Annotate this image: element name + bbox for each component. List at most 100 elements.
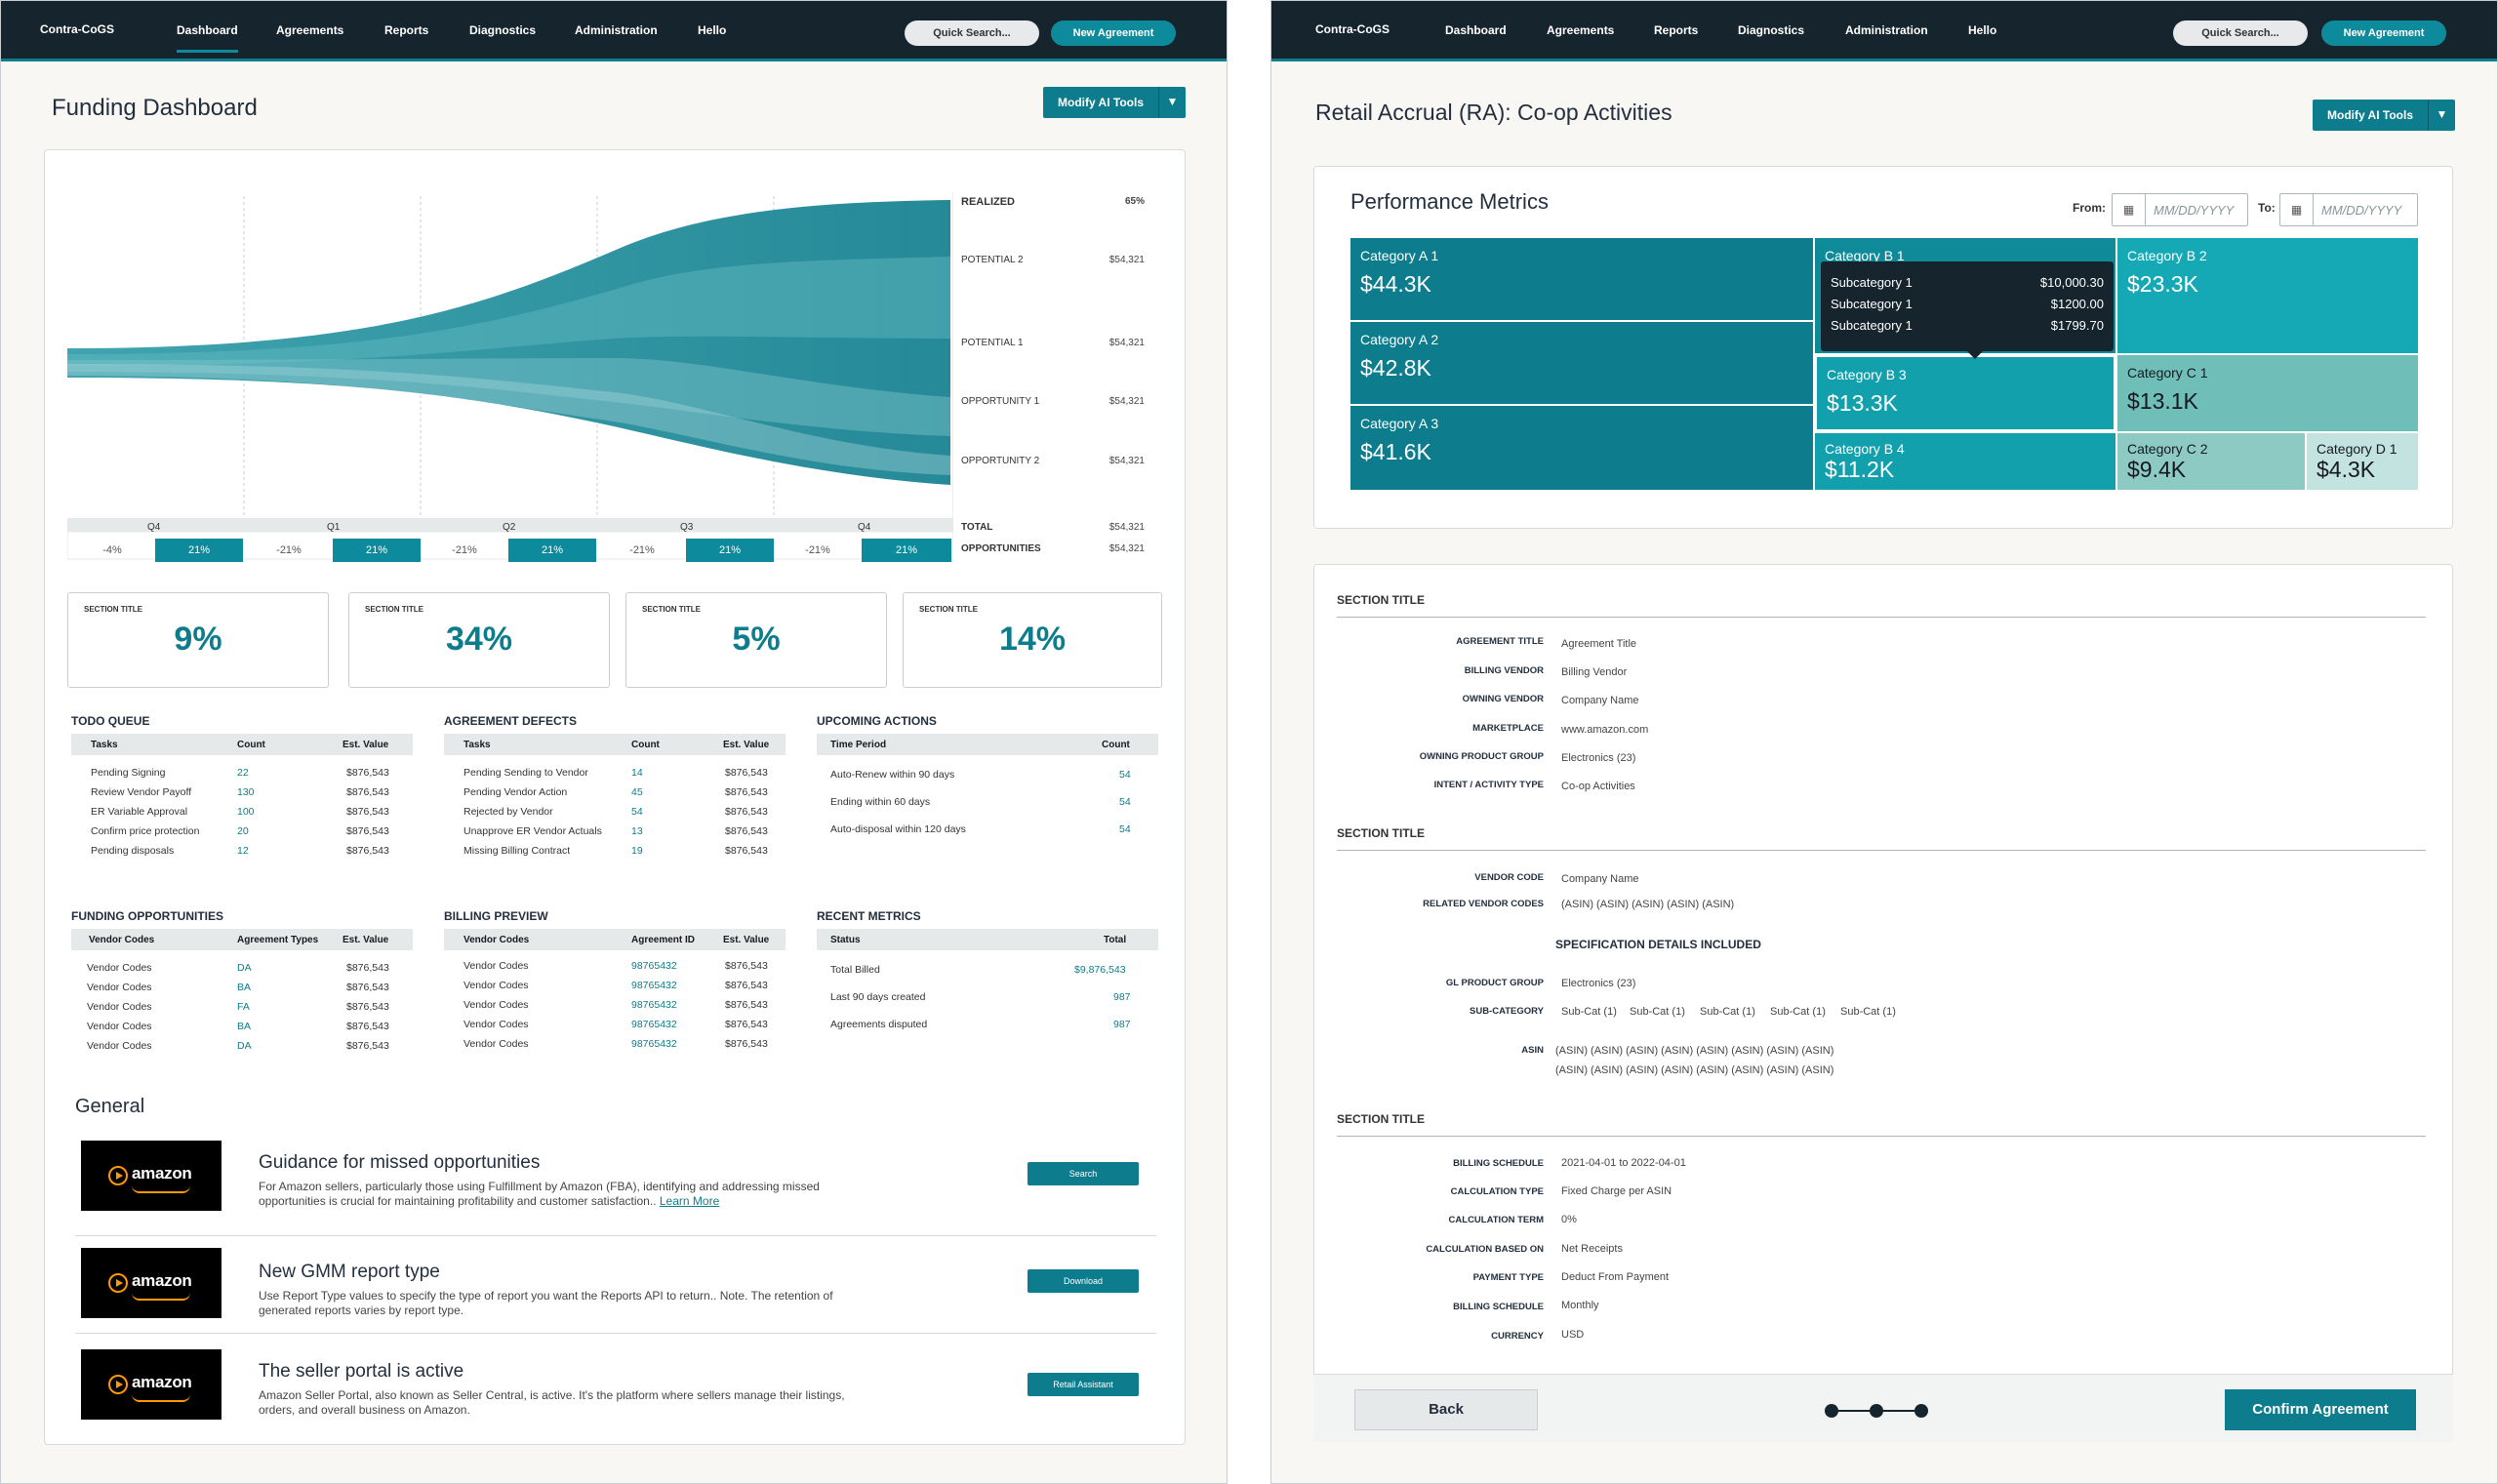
chevron-down-icon[interactable]: ▼ <box>2428 100 2455 131</box>
cell-count-link[interactable]: 20 <box>237 825 249 837</box>
nav-dashboard[interactable]: Dashboard <box>177 23 238 53</box>
nav-agreements[interactable]: Agreements <box>1547 23 1615 37</box>
treemap-tile-category-b4[interactable]: Category B 4 $11.2K <box>1815 433 2115 490</box>
cell-type-link[interactable]: DA <box>237 962 252 974</box>
treemap-tile-category-b3[interactable]: Category B 3 $13.3K <box>1815 355 2115 431</box>
cell-count-link[interactable]: 54 <box>1119 769 1131 781</box>
cell-agreement-link[interactable]: 98765432 <box>631 999 677 1011</box>
brand-logo[interactable]: Contra-CoGS <box>40 22 114 36</box>
learn-more-link[interactable]: Learn More <box>659 1194 720 1208</box>
treemap-tile-category-c2[interactable]: Category C 2 $9.4K <box>2117 433 2305 490</box>
step-dot[interactable] <box>1914 1404 1928 1418</box>
cell-type-link[interactable]: BA <box>237 1021 252 1032</box>
field-label: GL PRODUCT GROUP <box>1445 978 1544 988</box>
cell-count-link[interactable]: 19 <box>631 845 643 857</box>
brand-logo[interactable]: Contra-CoGS <box>1315 22 1390 36</box>
column-header[interactable]: Total <box>1104 935 1127 945</box>
cell-count-link[interactable]: 12 <box>237 845 249 857</box>
field-label: CURRENCY <box>1491 1331 1544 1342</box>
search-button[interactable]: Search <box>1027 1162 1139 1185</box>
new-agreement-button[interactable]: New Agreement <box>2321 20 2446 46</box>
back-button[interactable]: Back <box>1354 1389 1538 1430</box>
cell-type-link[interactable]: BA <box>237 982 252 993</box>
nav-diagnostics[interactable]: Diagnostics <box>469 23 537 37</box>
column-header[interactable]: Est. Value <box>342 740 389 750</box>
column-header[interactable]: Count <box>1102 740 1130 750</box>
nav-dashboard[interactable]: Dashboard <box>1445 23 1507 37</box>
cell-agreement-link[interactable]: 98765432 <box>631 960 677 972</box>
column-header[interactable]: Count <box>237 740 265 750</box>
cell-type-link[interactable]: DA <box>237 1040 252 1052</box>
modify-ai-tools-button[interactable]: Modify AI Tools ▼ <box>2313 100 2455 131</box>
column-header[interactable]: Agreement Types <box>237 935 319 945</box>
column-header[interactable]: Status <box>830 935 861 945</box>
quick-search-input[interactable]: Quick Search... <box>2173 20 2308 46</box>
nav-diagnostics[interactable]: Diagnostics <box>1738 23 1805 37</box>
page-title: Retail Accrual (RA): Co-op Activities <box>1315 100 1672 125</box>
nav-administration[interactable]: Administration <box>1845 23 1928 37</box>
cell-agreement-link[interactable]: 98765432 <box>631 1038 677 1050</box>
retail-assistant-button[interactable]: Retail Assistant <box>1027 1373 1139 1396</box>
chevron-down-icon[interactable]: ▼ <box>1158 87 1186 118</box>
cell-count-link[interactable]: 14 <box>631 767 643 779</box>
cell-total-link[interactable]: 987 <box>1113 1019 1131 1030</box>
calendar-icon[interactable]: ▦ <box>2280 194 2314 225</box>
logo-text: amazon <box>132 1164 192 1183</box>
treemap-tile-category-b2[interactable]: Category B 2 $23.3K <box>2117 238 2418 353</box>
cell-count-link[interactable]: 45 <box>631 786 643 798</box>
cell-agreement-link[interactable]: 98765432 <box>631 980 677 991</box>
nav-reports[interactable]: Reports <box>384 23 429 37</box>
modify-ai-tools-button[interactable]: Modify AI Tools ▼ <box>1043 87 1186 118</box>
step-dot[interactable] <box>1870 1404 1883 1418</box>
step-dot[interactable] <box>1825 1404 1838 1418</box>
tile-name: Category D 1 <box>2317 441 2397 457</box>
general-item: amazon The seller portal is active Amazo… <box>75 1334 1156 1431</box>
cell-count-link[interactable]: 13 <box>631 825 643 837</box>
nav-reports[interactable]: Reports <box>1654 23 1699 37</box>
treemap-tile-category-d1[interactable]: Category D 1 $4.3K <box>2307 433 2418 490</box>
nav-hello[interactable]: Hello <box>1968 23 1997 37</box>
column-header[interactable]: Agreement ID <box>631 935 696 945</box>
nav-hello[interactable]: Hello <box>698 23 727 37</box>
cell-count-link[interactable]: 54 <box>631 806 643 818</box>
column-header[interactable]: Count <box>631 740 660 750</box>
column-header[interactable]: Time Period <box>830 740 887 750</box>
column-header[interactable]: Est. Value <box>723 740 770 750</box>
quick-search-input[interactable]: Quick Search... <box>905 20 1039 46</box>
field-value: Company Name <box>1561 873 1639 885</box>
new-agreement-button[interactable]: New Agreement <box>1051 20 1176 46</box>
cell-count-link[interactable]: 130 <box>237 786 255 798</box>
cell-vendor: Vendor Codes <box>463 980 529 991</box>
cell-count-link[interactable]: 54 <box>1119 823 1131 835</box>
pct-change-pos: 21% <box>155 539 243 562</box>
nav-agreements[interactable]: Agreements <box>276 23 344 37</box>
cell-type-link[interactable]: FA <box>237 1001 250 1013</box>
table-header: Time Period Count <box>817 734 1158 755</box>
column-header[interactable]: Est. Value <box>342 935 389 945</box>
column-header[interactable]: Tasks <box>91 740 118 750</box>
from-date-input[interactable]: ▦ MM/DD/YYYY <box>2112 193 2248 226</box>
cell-count-link[interactable]: 54 <box>1119 796 1131 808</box>
cell-agreement-link[interactable]: 98765432 <box>631 1019 677 1030</box>
treemap-tile-category-c1[interactable]: Category C 1 $13.1K <box>2117 355 2418 431</box>
cell-count-link[interactable]: 22 <box>237 767 249 779</box>
treemap-tile-category-a1[interactable]: Category A 1 $44.3K <box>1350 238 1813 320</box>
column-header[interactable]: Est. Value <box>723 935 770 945</box>
column-header[interactable]: Vendor Codes <box>89 935 155 945</box>
treemap-tile-category-a3[interactable]: Category A 3 $41.6K <box>1350 406 1813 490</box>
nav-administration[interactable]: Administration <box>575 23 658 37</box>
cell-vendor: Vendor Codes <box>463 960 529 972</box>
to-date-input[interactable]: ▦ MM/DD/YYYY <box>2279 193 2418 226</box>
cell-count-link[interactable]: 100 <box>237 806 255 818</box>
column-header[interactable]: Vendor Codes <box>463 935 530 945</box>
download-button[interactable]: Download <box>1027 1269 1139 1293</box>
confirm-agreement-button[interactable]: Confirm Agreement <box>2225 1389 2416 1430</box>
treemap-tile-category-a2[interactable]: Category A 2 $42.8K <box>1350 322 1813 404</box>
cell-total-link[interactable]: 987 <box>1113 991 1131 1003</box>
cell-total-link[interactable]: $9,876,543 <box>1074 964 1126 976</box>
pct-change-neg: -21% <box>629 544 655 556</box>
column-header[interactable]: Tasks <box>463 740 491 750</box>
quarter-label: Q1 <box>327 522 341 533</box>
field-value: Net Receipts <box>1561 1243 1623 1255</box>
calendar-icon[interactable]: ▦ <box>2113 194 2146 225</box>
